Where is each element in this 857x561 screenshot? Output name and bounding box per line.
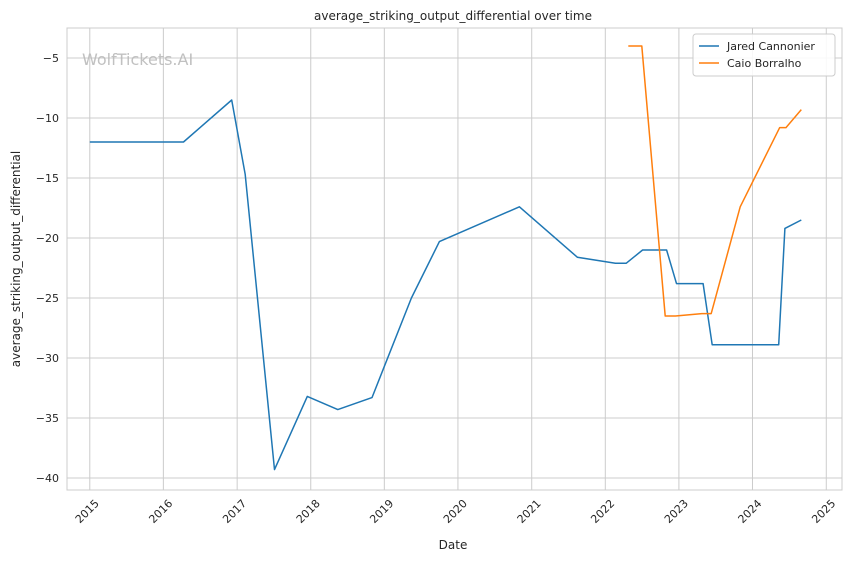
legend: Jared Cannonier Caio Borralho	[692, 33, 836, 77]
grid	[67, 28, 842, 490]
plot-area	[67, 28, 842, 490]
series-line-2	[628, 45, 802, 317]
series-layer	[89, 45, 802, 471]
legend-label: Jared Cannonier	[726, 40, 815, 53]
watermark: WolfTickets.AI	[82, 50, 193, 69]
plot-frame	[66, 27, 843, 491]
legend-label: Caio Borralho	[727, 57, 802, 70]
y-tick-label: −35	[36, 412, 59, 425]
y-tick-label: −30	[36, 352, 59, 365]
y-axis-label: average_striking_output_differential	[9, 151, 23, 367]
chart-title: average_striking_output_differential ove…	[314, 9, 592, 23]
x-axis-label: Date	[439, 538, 468, 552]
y-tick-label: −15	[36, 172, 59, 185]
y-tick-label: −25	[36, 292, 59, 305]
y-tick-label: −40	[36, 472, 59, 485]
y-tick-label: −5	[43, 52, 59, 65]
legend-box	[692, 33, 836, 77]
y-tick-label: −10	[36, 112, 59, 125]
y-tick-label: −20	[36, 232, 59, 245]
